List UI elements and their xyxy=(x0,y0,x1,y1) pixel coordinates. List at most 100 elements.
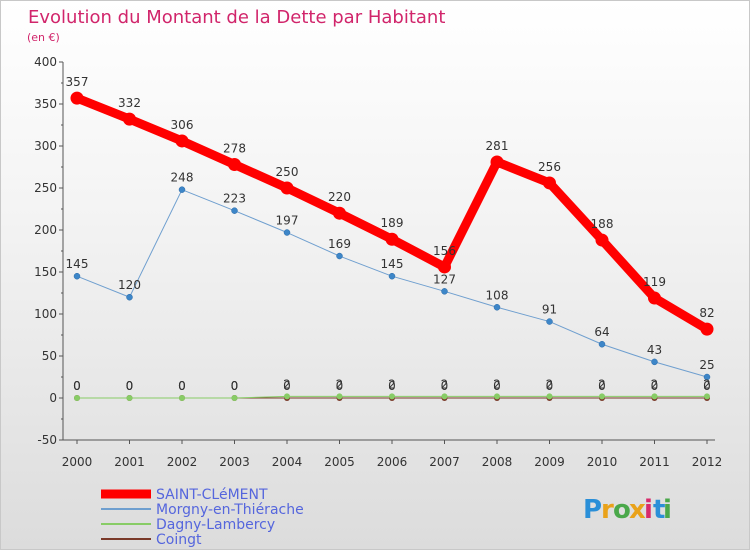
x-tick-label: 2008 xyxy=(482,455,513,469)
logo-letter: o xyxy=(613,495,631,525)
data-label: 2 xyxy=(336,377,344,391)
data-point xyxy=(546,393,553,400)
data-point xyxy=(595,233,609,247)
data-label: 145 xyxy=(66,257,89,271)
data-label: 188 xyxy=(591,217,614,231)
data-point xyxy=(178,186,186,193)
data-label: 332 xyxy=(118,96,141,110)
data-label: 0 xyxy=(126,379,134,393)
logo-letter: r xyxy=(601,495,614,525)
data-label: 0 xyxy=(178,379,186,393)
y-tick-label: 400 xyxy=(34,55,57,69)
data-label: 2 xyxy=(283,377,291,391)
data-label: 306 xyxy=(171,118,194,132)
x-tick-label: 2010 xyxy=(587,455,618,469)
x-tick-label: 2001 xyxy=(114,455,145,469)
data-point xyxy=(333,206,346,220)
data-label: 357 xyxy=(66,75,89,89)
series-layer xyxy=(70,91,714,401)
y-tick-label: 100 xyxy=(34,307,57,321)
data-point xyxy=(126,395,133,401)
data-labels: 3573323062782502201891562812561881198214… xyxy=(66,75,715,393)
data-label: 2 xyxy=(441,377,449,391)
data-point xyxy=(493,304,501,311)
data-point xyxy=(73,272,81,280)
chart-title: Evolution du Montant de la Dette par Hab… xyxy=(28,7,445,28)
data-label: 145 xyxy=(381,257,404,271)
data-point xyxy=(231,207,238,214)
series-line-0 xyxy=(72,93,712,334)
data-label: 281 xyxy=(486,139,509,153)
data-point xyxy=(74,395,80,401)
data-label: 91 xyxy=(542,303,557,317)
data-label: 0 xyxy=(388,379,396,393)
data-label: 43 xyxy=(647,343,662,357)
x-tick-label: 2006 xyxy=(377,455,408,469)
data-label: 2 xyxy=(493,377,501,391)
legend-label: Dagny-Lambercy xyxy=(156,517,275,533)
data-label: 189 xyxy=(381,216,404,230)
x-tick-label: 2005 xyxy=(324,455,355,469)
data-point xyxy=(388,272,396,280)
data-point xyxy=(336,252,343,260)
data-label: 0 xyxy=(336,379,344,393)
data-point xyxy=(703,373,711,381)
y-tick-label: 0 xyxy=(49,391,57,405)
data-point xyxy=(231,395,238,401)
data-point xyxy=(700,322,714,336)
x-tick-label: 2002 xyxy=(167,455,198,469)
data-label: 248 xyxy=(171,171,194,185)
data-point xyxy=(385,232,399,246)
data-point xyxy=(438,260,451,274)
data-point xyxy=(651,358,658,366)
x-tick-label: 2004 xyxy=(272,455,303,469)
x-tick-label: 2003 xyxy=(219,455,250,469)
data-label: 223 xyxy=(223,192,246,206)
data-label: 169 xyxy=(328,237,351,251)
data-label: 120 xyxy=(118,278,141,292)
data-label: 0 xyxy=(178,379,186,393)
data-point xyxy=(599,393,605,400)
logo-letter: x xyxy=(629,495,646,525)
data-label: 2 xyxy=(388,377,396,391)
data-label: 0 xyxy=(231,379,239,393)
data-label: 250 xyxy=(276,165,299,179)
data-label: 0 xyxy=(703,379,711,393)
data-label: 108 xyxy=(486,288,509,302)
data-label: 0 xyxy=(546,379,554,393)
y-tick-label: 250 xyxy=(34,181,57,195)
data-label: 0 xyxy=(126,379,134,393)
legend: SAINT-CLéMENTMorgny-en-ThiéracheDagny-La… xyxy=(101,487,304,548)
data-label: 278 xyxy=(223,141,246,155)
data-point xyxy=(70,91,84,105)
data-label: 0 xyxy=(73,379,81,393)
data-label: 0 xyxy=(73,379,81,393)
data-label: 256 xyxy=(538,160,561,174)
data-point xyxy=(179,395,185,401)
data-point xyxy=(704,393,710,400)
y-tick-label: 50 xyxy=(42,349,57,363)
x-tick-label: 2011 xyxy=(639,455,670,469)
data-label: 0 xyxy=(651,379,659,393)
data-label: 2 xyxy=(703,377,711,391)
data-point xyxy=(494,393,500,400)
data-label: 82 xyxy=(699,306,714,320)
x-tick-label: 2009 xyxy=(534,455,565,469)
data-point xyxy=(543,176,556,190)
data-label: 25 xyxy=(699,358,714,372)
data-point xyxy=(228,157,241,171)
data-label: 0 xyxy=(598,379,606,393)
data-point xyxy=(648,291,661,305)
data-label: 2 xyxy=(651,377,659,391)
data-label: 127 xyxy=(433,272,456,286)
y-tick-label: 350 xyxy=(34,97,57,111)
data-point xyxy=(126,293,133,301)
data-label: 156 xyxy=(433,244,456,258)
x-tick-label: 2012 xyxy=(692,455,723,469)
data-point xyxy=(336,393,343,400)
y-tick-label: 200 xyxy=(34,223,57,237)
logo-letter: t xyxy=(653,495,665,525)
x-tick-label: 2000 xyxy=(62,455,93,469)
